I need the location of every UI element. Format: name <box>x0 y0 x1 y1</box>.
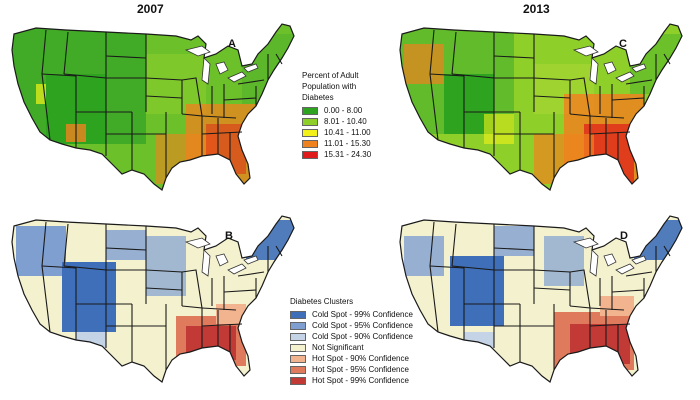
legend-cluster-item: Hot Spot - 95% Confidence <box>290 364 413 375</box>
legend-clusters: Diabetes Clusters Cold Spot - 99% Confid… <box>290 296 413 386</box>
legend-swatch <box>290 365 306 374</box>
legend-swatch <box>290 376 306 385</box>
year-label-2013: 2013 <box>523 2 550 16</box>
legend-swatch <box>302 128 318 137</box>
map-panel-c <box>399 23 683 191</box>
legend-swatch <box>290 332 306 341</box>
legend-percent-item: 10.41 - 11.00 <box>302 127 371 138</box>
legend-clusters-title: Diabetes Clusters <box>290 297 354 306</box>
legend-swatch <box>290 343 306 352</box>
legend-swatch <box>290 310 306 319</box>
legend-swatch <box>290 354 306 363</box>
legend-swatch <box>290 321 306 330</box>
map-panel-d <box>399 215 683 383</box>
map-panel-a <box>11 23 295 191</box>
panel-letter-d: D <box>620 230 628 242</box>
map-panel-b <box>11 215 295 383</box>
legend-swatch <box>302 106 318 115</box>
legend-cluster-item: Hot Spot - 99% Confidence <box>290 375 413 386</box>
legend-swatch <box>302 117 318 126</box>
legend-swatch <box>302 150 318 159</box>
legend-cluster-item: Hot Spot - 90% Confidence <box>290 353 413 364</box>
panel-letter-c: C <box>619 38 627 50</box>
legend-cluster-item: Cold Spot - 90% Confidence <box>290 331 413 342</box>
legend-cluster-item: Cold Spot - 99% Confidence <box>290 309 413 320</box>
panel-letter-b: B <box>225 230 233 242</box>
panel-letter-a: A <box>228 38 236 50</box>
legend-percent-item: 8.01 - 10.40 <box>302 116 371 127</box>
legend-cluster-item: Cold Spot - 95% Confidence <box>290 320 413 331</box>
legend-percent-title: Percent of Adult Population with Diabete… <box>302 71 359 102</box>
legend-swatch <box>302 139 318 148</box>
legend-percent-item: 11.01 - 15.30 <box>302 138 371 149</box>
legend-percent-item: 15.31 - 24.30 <box>302 149 371 160</box>
year-label-2007: 2007 <box>137 2 164 16</box>
legend-percent-item: 0.00 - 8.00 <box>302 105 371 116</box>
legend-cluster-item: Not Significant <box>290 342 413 353</box>
legend-percent: Percent of Adult Population with Diabete… <box>302 70 371 160</box>
